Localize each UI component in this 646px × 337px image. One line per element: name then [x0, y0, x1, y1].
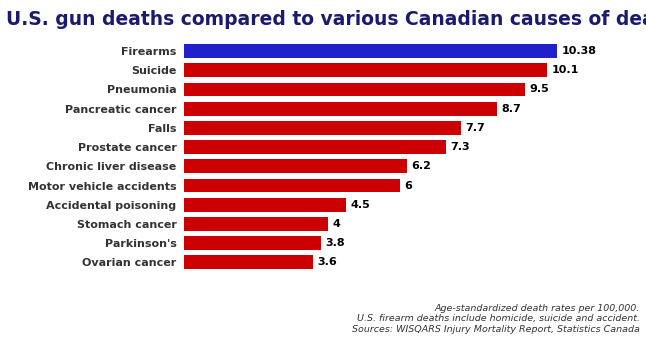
Bar	[184, 121, 461, 135]
Text: 3.6: 3.6	[318, 257, 337, 267]
Bar	[184, 63, 547, 77]
Text: 6: 6	[404, 181, 412, 190]
Text: 4: 4	[332, 219, 340, 229]
Text: 9.5: 9.5	[530, 85, 549, 94]
Bar	[184, 198, 346, 212]
Text: 10.38: 10.38	[561, 46, 596, 56]
Bar	[184, 217, 328, 231]
Text: 6.2: 6.2	[411, 161, 431, 171]
Bar	[184, 179, 400, 192]
Text: 7.3: 7.3	[451, 142, 470, 152]
Text: 7.7: 7.7	[465, 123, 484, 133]
Text: U.S. gun deaths compared to various Canadian causes of death: U.S. gun deaths compared to various Cana…	[6, 10, 646, 29]
Bar	[184, 159, 407, 173]
Bar	[184, 236, 320, 250]
Text: 10.1: 10.1	[551, 65, 579, 75]
Text: 3.8: 3.8	[325, 238, 344, 248]
Bar	[184, 83, 525, 96]
Bar	[184, 102, 497, 116]
Bar	[184, 140, 446, 154]
Text: 4.5: 4.5	[350, 200, 370, 210]
Text: Age-standardized death rates per 100,000.
U.S. firearm deaths include homicide, : Age-standardized death rates per 100,000…	[351, 304, 640, 334]
Text: 8.7: 8.7	[501, 104, 521, 114]
Bar	[184, 255, 313, 269]
Bar	[184, 44, 557, 58]
